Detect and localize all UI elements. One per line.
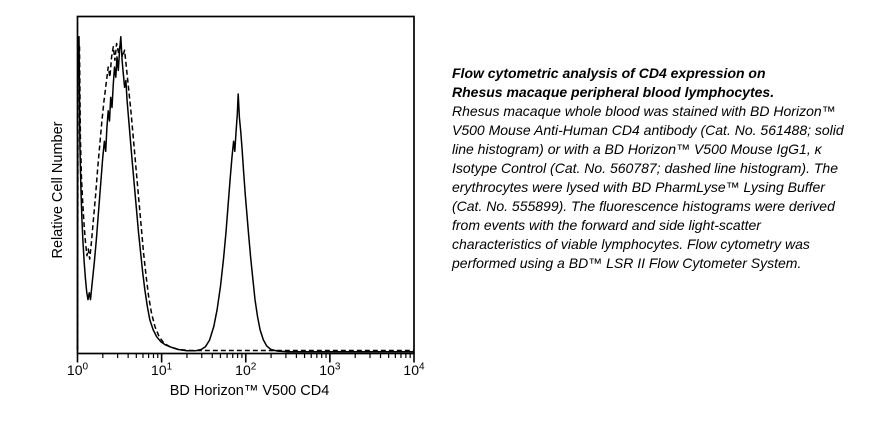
dashed-histogram-line [76,42,414,352]
caption-block: Flow cytometric analysis of CD4 expressi… [452,64,850,273]
x-tick-label-10e3: 103 [319,361,341,378]
plot-svg [76,15,415,363]
y-axis-title: Relative Cell Number [50,121,66,259]
x-tick-label-10e2: 102 [235,361,257,378]
x-axis-title: BD Horizon™ V500 CD4 [169,383,330,399]
caption-title-line-2: Rhesus macaque peripheral blood lymphocy… [452,84,775,100]
solid-histogram-line [76,35,414,353]
caption-body: Rhesus macaque whole blood was stained w… [452,103,844,271]
x-tick-label-10e4: 104 [403,361,425,378]
plot-border [76,15,415,355]
x-tick-label-10e1: 101 [151,361,173,378]
flow-histogram-chart: 100 101 102 103 104 Relative Cell Number BD … [50,15,425,399]
caption-title-line-1: Flow cytometric analysis of CD4 expressi… [452,65,766,81]
x-tick-label-10e0: 100 [66,361,89,378]
caption-title: Flow cytometric analysis of CD4 expressi… [452,64,850,102]
